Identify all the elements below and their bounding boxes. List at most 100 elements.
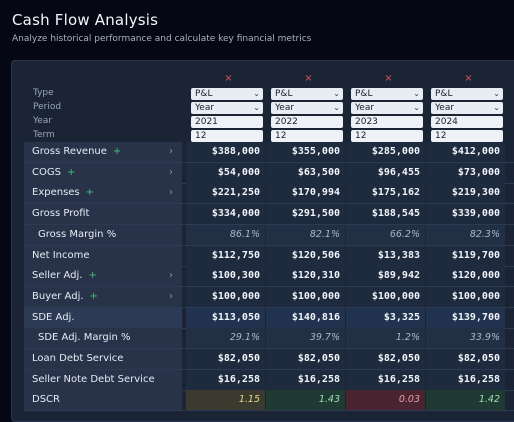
type-select-value: P&L	[355, 89, 373, 99]
period-select-value: Year	[435, 103, 455, 113]
row-divider	[24, 286, 514, 287]
chevron-right-icon[interactable]: ›	[169, 270, 173, 281]
dscr-value-cell: 1.42	[426, 390, 505, 410]
value-cell: $175,162	[346, 183, 425, 203]
value-cell: 39.7%	[266, 328, 345, 348]
value-cell: $291,500	[266, 204, 345, 224]
value-cell: 33.9%	[426, 328, 505, 348]
header-label-type: Type	[33, 88, 54, 98]
header-label-term: Term	[33, 130, 55, 140]
row-label: SDE Adj.	[24, 308, 182, 328]
row-label[interactable]: Seller Adj. + ›	[24, 266, 182, 286]
chevron-right-icon[interactable]: ›	[169, 187, 173, 198]
chevron-right-icon[interactable]: ›	[169, 291, 173, 302]
add-item-icon[interactable]: +	[88, 270, 97, 281]
row-divider	[24, 410, 514, 411]
row-label[interactable]: Buyer Adj. + ›	[24, 287, 182, 307]
term-input[interactable]: 12	[271, 130, 343, 142]
chevron-right-icon[interactable]: ›	[169, 167, 173, 178]
table-row: Gross Profit $334,000 $291,500 $188,545 $339…	[24, 204, 514, 224]
period-select[interactable]: Year ⌄	[191, 102, 263, 114]
value-cell: $73,000	[426, 163, 505, 183]
add-item-icon[interactable]: +	[85, 187, 95, 198]
period-select-value: Year	[355, 103, 375, 113]
chevron-right-icon[interactable]: ›	[169, 146, 173, 157]
value-cell: $16,258	[346, 370, 425, 390]
chevron-down-icon: ⌄	[413, 103, 420, 112]
table-row: Expenses + › $221,250 $170,994 $175,162 $219,3…	[24, 183, 514, 203]
term-input[interactable]: 12	[191, 130, 263, 142]
row-label-text: SDE Adj. Margin %	[38, 332, 131, 343]
row-label[interactable]: Expenses + ›	[24, 183, 182, 203]
type-select[interactable]: P&L ⌄	[191, 88, 263, 100]
row-label-text: Net Income	[32, 250, 90, 261]
row-label[interactable]: COGS + ›	[24, 163, 182, 183]
period-select[interactable]: Year ⌄	[431, 102, 503, 114]
type-select-value: P&L	[275, 89, 293, 99]
value-cell: $100,000	[346, 287, 425, 307]
term-input[interactable]: 12	[431, 130, 503, 142]
row-label: Seller Note Debt Service	[24, 370, 182, 390]
value-cell: $170,994	[266, 183, 345, 203]
period-select[interactable]: Year ⌄	[351, 102, 423, 114]
period-select[interactable]: Year ⌄	[271, 102, 343, 114]
year-input[interactable]: 2023	[351, 116, 423, 128]
header-label-year: Year	[33, 116, 53, 126]
remove-column-icon[interactable]: ×	[304, 73, 313, 84]
value-cell: $63,500	[266, 163, 345, 183]
row-label-text: DSCR	[32, 394, 60, 405]
row-label: Gross Profit	[24, 204, 182, 224]
value-cell: $412,000	[426, 142, 505, 162]
value-cell: $285,000	[346, 142, 425, 162]
remove-column-icon[interactable]: ×	[224, 73, 233, 84]
remove-column-icon[interactable]: ×	[384, 73, 393, 84]
year-input[interactable]: 2022	[271, 116, 343, 128]
value-cell: $120,000	[426, 266, 505, 286]
value-cell: $119,700	[426, 246, 505, 266]
row-divider	[24, 348, 514, 349]
add-item-icon[interactable]: +	[112, 146, 122, 157]
table-row: Gross Margin % 86.1% 82.1% 66.2% 82.3%	[24, 225, 514, 245]
dscr-value-cell: 0.03	[346, 390, 425, 410]
remove-column-icon[interactable]: ×	[464, 73, 473, 84]
term-input[interactable]: 12	[351, 130, 423, 142]
value-cell: $339,000	[426, 204, 505, 224]
year-input[interactable]: 2024	[431, 116, 503, 128]
value-cell: $82,050	[266, 349, 345, 369]
type-select[interactable]: P&L ⌄	[271, 88, 343, 100]
value-cell: $140,816	[266, 308, 345, 328]
value-cell: $100,000	[186, 287, 265, 307]
value-cell: $16,258	[426, 370, 505, 390]
table-row: Loan Debt Service $82,050 $82,050 $82,050 $8…	[24, 349, 514, 369]
type-select-value: P&L	[435, 89, 453, 99]
value-cell: $334,000	[186, 204, 265, 224]
dscr-value-cell: 1.43	[266, 390, 345, 410]
add-item-icon[interactable]: +	[66, 167, 76, 178]
year-input[interactable]: 2021	[191, 116, 263, 128]
row-label[interactable]: Gross Revenue + ›	[24, 142, 182, 162]
chevron-down-icon: ⌄	[253, 89, 260, 98]
chevron-down-icon: ⌄	[493, 89, 500, 98]
table-row: SDE Adj. $113,050 $140,816 $3,325 $139,700	[24, 308, 514, 328]
value-cell: $112,750	[186, 246, 265, 266]
row-label-text: SDE Adj.	[32, 312, 75, 323]
row-label: Gross Margin %	[24, 225, 182, 245]
table-row: Gross Revenue + › $388,000 $355,000 $285,000 $…	[24, 142, 514, 162]
chevron-down-icon: ⌄	[333, 103, 340, 112]
type-select[interactable]: P&L ⌄	[351, 88, 423, 100]
add-item-icon[interactable]: +	[89, 291, 98, 302]
row-label: Net Income	[24, 246, 182, 266]
value-cell: $100,000	[426, 287, 505, 307]
chevron-down-icon: ⌄	[493, 103, 500, 112]
type-select[interactable]: P&L ⌄	[431, 88, 503, 100]
value-cell: $16,258	[266, 370, 345, 390]
value-cell: 82.1%	[266, 225, 345, 245]
row-label-text: Loan Debt Service	[32, 353, 124, 364]
table-row: SDE Adj. Margin % 29.1% 39.7% 1.2% 33.9%	[24, 328, 514, 348]
value-cell: $13,383	[346, 246, 425, 266]
header-label-period: Period	[33, 102, 62, 112]
row-divider	[24, 162, 514, 163]
value-cell: $139,700	[426, 308, 505, 328]
row-label-text: Expenses	[32, 187, 80, 198]
value-cell: $82,050	[186, 349, 265, 369]
